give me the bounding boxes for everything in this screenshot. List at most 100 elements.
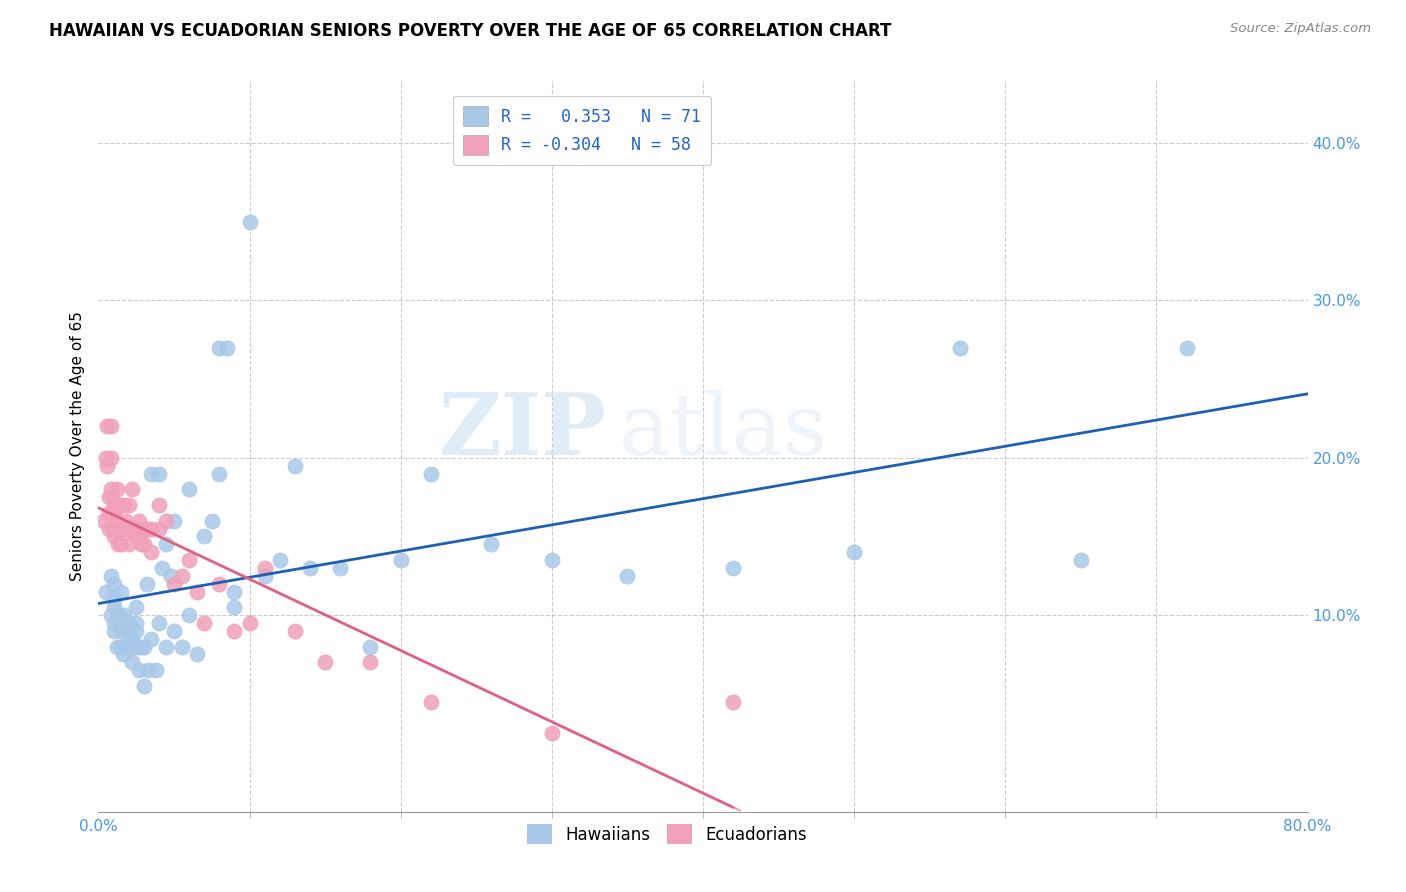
Point bbox=[118, 615, 141, 630]
Point bbox=[135, 576, 157, 591]
Point bbox=[314, 655, 336, 669]
Point bbox=[128, 663, 150, 677]
Point bbox=[135, 522, 157, 536]
Point bbox=[224, 584, 246, 599]
Point bbox=[105, 482, 128, 496]
Point bbox=[150, 561, 173, 575]
Point bbox=[107, 537, 129, 551]
Point bbox=[723, 695, 745, 709]
Point bbox=[121, 655, 143, 669]
Point bbox=[118, 632, 141, 646]
Point bbox=[136, 663, 159, 677]
Point bbox=[481, 537, 503, 551]
Point bbox=[132, 522, 155, 536]
Text: ZIP: ZIP bbox=[439, 390, 606, 474]
Point bbox=[114, 514, 136, 528]
Point bbox=[112, 522, 135, 536]
Point bbox=[155, 537, 177, 551]
Text: Source: ZipAtlas.com: Source: ZipAtlas.com bbox=[1230, 22, 1371, 36]
Point bbox=[170, 568, 193, 582]
Point bbox=[201, 514, 224, 528]
Point bbox=[215, 341, 238, 355]
Point bbox=[616, 568, 638, 582]
Point bbox=[105, 514, 128, 528]
Point bbox=[540, 726, 562, 740]
Point bbox=[112, 498, 135, 512]
Point bbox=[329, 561, 352, 575]
Point bbox=[94, 450, 117, 465]
Point bbox=[1175, 341, 1198, 355]
Point bbox=[129, 537, 152, 551]
Point bbox=[224, 600, 246, 615]
Point bbox=[103, 615, 125, 630]
Point bbox=[107, 608, 129, 623]
Point bbox=[208, 341, 231, 355]
Point bbox=[723, 561, 745, 575]
Point bbox=[118, 640, 141, 654]
Point bbox=[269, 553, 291, 567]
Point bbox=[155, 514, 177, 528]
Point bbox=[125, 600, 148, 615]
Point bbox=[121, 632, 143, 646]
Point bbox=[103, 600, 125, 615]
Point bbox=[389, 553, 412, 567]
Point bbox=[110, 584, 132, 599]
Point bbox=[128, 514, 150, 528]
Point bbox=[193, 615, 215, 630]
Point bbox=[141, 632, 163, 646]
Point bbox=[179, 482, 201, 496]
Point bbox=[186, 584, 208, 599]
Point bbox=[132, 640, 155, 654]
Point bbox=[98, 490, 121, 504]
Point bbox=[125, 615, 148, 630]
Point bbox=[163, 576, 186, 591]
Point bbox=[186, 648, 208, 662]
Point bbox=[141, 467, 163, 481]
Point bbox=[101, 506, 124, 520]
Point bbox=[208, 576, 231, 591]
Point bbox=[118, 537, 141, 551]
Point bbox=[163, 514, 186, 528]
Point bbox=[253, 568, 276, 582]
Y-axis label: Seniors Poverty Over the Age of 65: Seniors Poverty Over the Age of 65 bbox=[69, 311, 84, 581]
Point bbox=[360, 640, 382, 654]
Point bbox=[110, 522, 132, 536]
Point bbox=[103, 498, 125, 512]
Point bbox=[110, 498, 132, 512]
Point bbox=[110, 537, 132, 551]
Point bbox=[96, 458, 118, 473]
Point bbox=[132, 537, 155, 551]
Point bbox=[100, 568, 122, 582]
Point bbox=[193, 529, 215, 543]
Point bbox=[100, 419, 122, 434]
Point bbox=[160, 568, 183, 582]
Point bbox=[125, 522, 148, 536]
Point bbox=[163, 624, 186, 638]
Point bbox=[110, 624, 132, 638]
Point bbox=[420, 695, 443, 709]
Point bbox=[122, 522, 145, 536]
Point bbox=[179, 608, 201, 623]
Point bbox=[93, 514, 115, 528]
Point bbox=[125, 529, 148, 543]
Point bbox=[141, 522, 163, 536]
Point bbox=[420, 467, 443, 481]
Point bbox=[148, 498, 170, 512]
Point bbox=[107, 522, 129, 536]
Point bbox=[101, 490, 124, 504]
Point bbox=[949, 341, 972, 355]
Point bbox=[111, 648, 134, 662]
Point bbox=[125, 640, 148, 654]
Point bbox=[100, 482, 122, 496]
Point bbox=[110, 640, 132, 654]
Point bbox=[103, 529, 125, 543]
Point bbox=[103, 506, 125, 520]
Point bbox=[125, 624, 148, 638]
Point bbox=[540, 553, 562, 567]
Point bbox=[98, 506, 121, 520]
Point bbox=[170, 640, 193, 654]
Point bbox=[239, 215, 262, 229]
Point bbox=[155, 640, 177, 654]
Point bbox=[103, 522, 125, 536]
Point bbox=[145, 663, 167, 677]
